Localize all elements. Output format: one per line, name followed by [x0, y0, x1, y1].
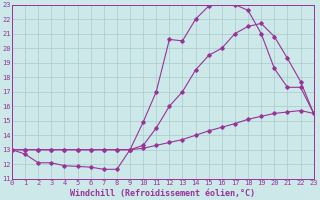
X-axis label: Windchill (Refroidissement éolien,°C): Windchill (Refroidissement éolien,°C) — [70, 189, 255, 198]
